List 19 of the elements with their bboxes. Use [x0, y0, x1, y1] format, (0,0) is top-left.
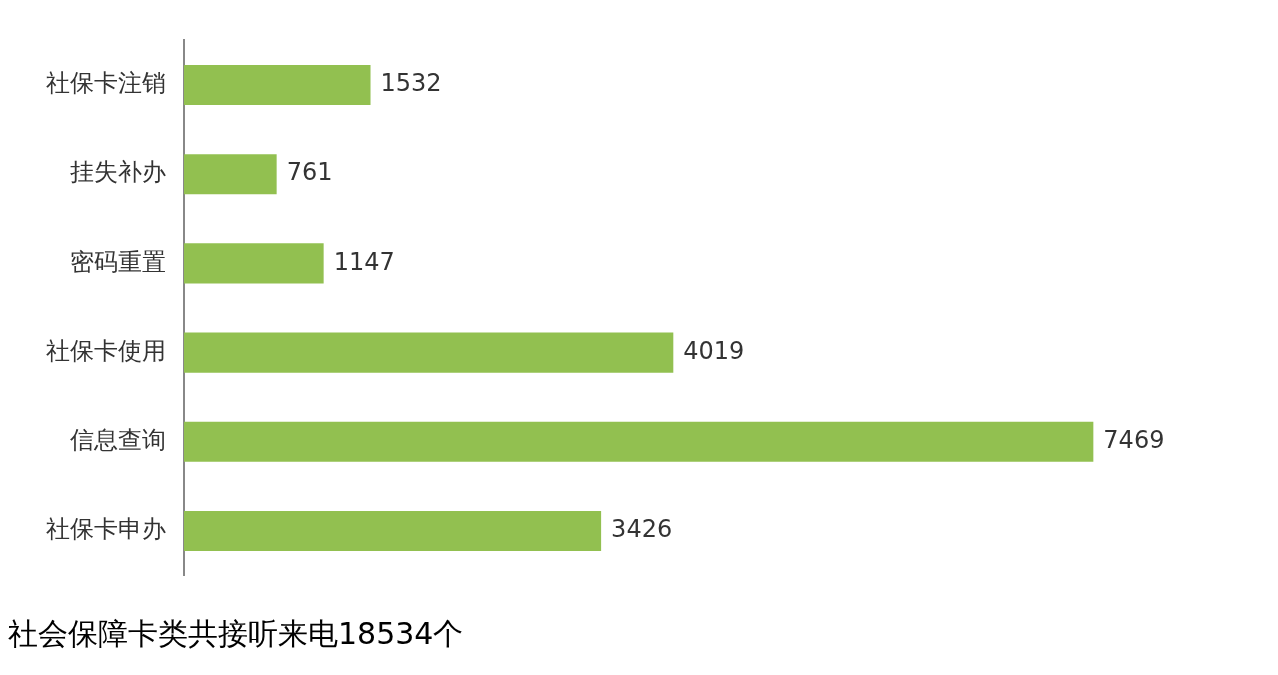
y-tick-label: 挂失补办 [70, 158, 166, 187]
text: 社会保障卡类共接听来电18534个 [8, 615, 465, 653]
bar [184, 64, 371, 106]
bar [184, 243, 324, 284]
y-tick-label: 社保卡使用 [46, 336, 166, 365]
bar [184, 421, 1094, 462]
y-tick-label: 社保卡申办 [46, 515, 166, 544]
y-tick-label: 信息查询 [70, 426, 166, 455]
data-label: 7469 [1103, 426, 1165, 455]
data-label: 4019 [683, 336, 745, 365]
y-tick-label: 社保卡注销 [46, 69, 166, 98]
bar [184, 154, 277, 195]
data-label: 1147 [333, 247, 395, 276]
bar [184, 332, 674, 373]
data-label: 3426 [611, 515, 673, 544]
bar [184, 510, 602, 552]
y-tick-label: 密码重置 [70, 247, 166, 276]
data-label: 1532 [380, 69, 442, 98]
data-label: 761 [286, 158, 333, 187]
